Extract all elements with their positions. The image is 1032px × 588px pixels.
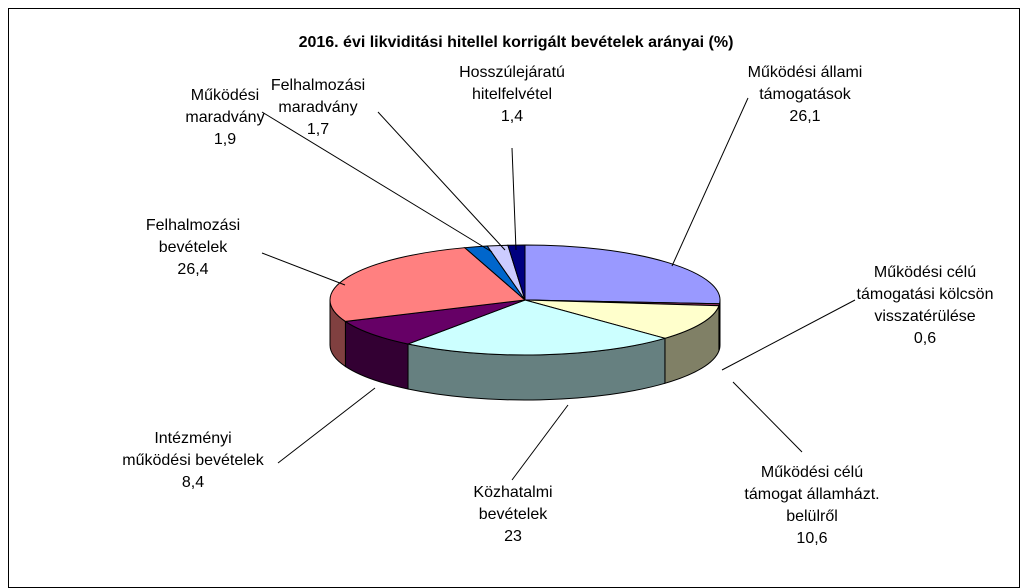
page: {"chart_data": {"type": "pie3d", "title"… xyxy=(0,0,1032,576)
leader-line xyxy=(512,405,568,480)
slice-label: Működési célú támogatási kölcsön visszat… xyxy=(815,262,1032,328)
slice-value-label: 26,1 xyxy=(695,106,915,128)
slice-value-label: 23 xyxy=(403,526,623,548)
leader-line xyxy=(512,148,516,250)
pie-slice xyxy=(525,245,720,304)
slice-value-label: 10,6 xyxy=(702,528,922,550)
slice-label: Hosszúlejáratú hitelfelvétel xyxy=(402,62,622,106)
pie-slices xyxy=(330,245,720,400)
slice-label: Közhatalmi bevételek xyxy=(403,482,623,526)
slice-label: Felhalmozási bevételek xyxy=(83,215,303,259)
slice-label: Felhalmozási maradvány xyxy=(208,75,428,119)
slice-label: Intézményi működési bevételek xyxy=(83,428,303,472)
slice-value-label: 8,4 xyxy=(83,472,303,494)
slice-label: Működési célú támogat államházt. belülrő… xyxy=(702,462,922,528)
leader-line xyxy=(733,382,802,452)
slice-value-label: 1,7 xyxy=(208,119,428,141)
slice-value-label: 26,4 xyxy=(83,259,303,281)
slice-label: Működési állami támogatások xyxy=(695,62,915,106)
slice-value-label: 1,4 xyxy=(402,106,622,128)
slice-value-label: 0,6 xyxy=(815,328,1032,350)
